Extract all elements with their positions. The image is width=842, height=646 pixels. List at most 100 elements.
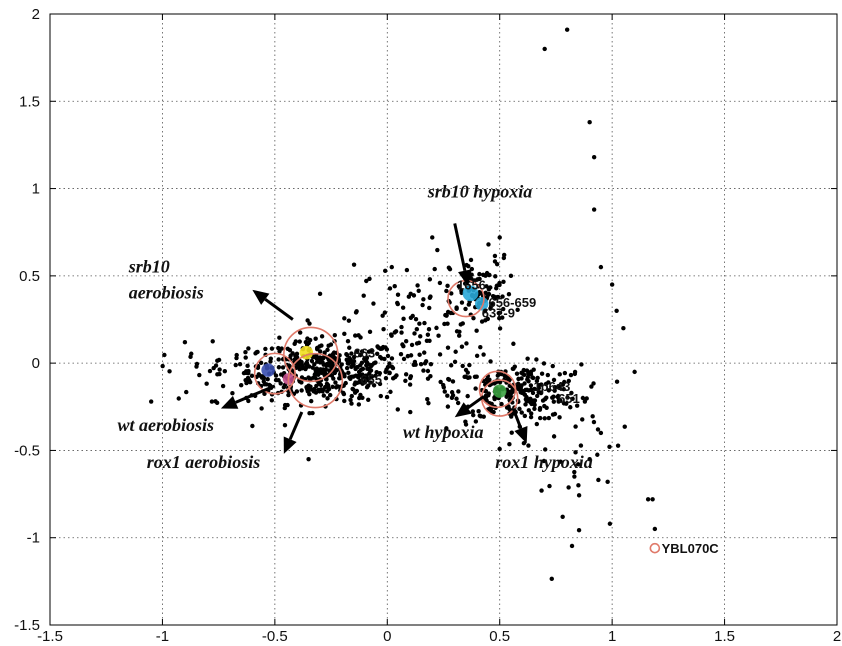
data-point <box>496 310 501 316</box>
data-point <box>373 373 378 378</box>
data-point <box>534 421 540 427</box>
data-point <box>534 378 540 384</box>
y-tick-label: -1 <box>27 530 40 547</box>
data-point <box>207 368 213 374</box>
data-point <box>497 446 502 452</box>
arrow-head <box>283 436 297 454</box>
data-point <box>483 395 488 400</box>
highlight-circles <box>253 279 661 554</box>
data-point <box>539 488 544 493</box>
data-point <box>369 374 375 379</box>
data-point <box>595 452 600 457</box>
data-point <box>595 427 601 432</box>
data-point <box>502 252 507 258</box>
annotation-label: rox1 hypoxia <box>495 452 593 472</box>
data-point <box>511 341 516 346</box>
x-tick-label: -1 <box>156 628 169 645</box>
annotation-label: wt aerobiosis <box>117 415 214 435</box>
data-point <box>531 367 536 372</box>
data-point <box>307 387 312 392</box>
data-point <box>501 306 506 312</box>
data-point <box>557 415 562 420</box>
data-point <box>392 374 398 380</box>
data-point <box>552 411 558 417</box>
data-point <box>311 354 317 359</box>
data-point <box>434 325 439 331</box>
data-point <box>449 291 454 296</box>
data-point <box>474 353 480 358</box>
highlight-circle <box>253 352 296 395</box>
data-point <box>522 413 528 419</box>
data-point <box>393 329 399 334</box>
data-point <box>361 375 366 380</box>
data-point <box>552 385 558 390</box>
y-tick-label: 1 <box>32 181 40 198</box>
data-point <box>561 386 566 392</box>
data-point <box>425 368 431 374</box>
data-point <box>541 361 547 366</box>
data-point <box>282 405 287 411</box>
point-label: 1p643 <box>533 379 570 394</box>
x-tick-label: -0.5 <box>262 628 288 645</box>
data-point <box>528 371 534 377</box>
data-point <box>534 357 539 362</box>
data-point <box>591 207 597 212</box>
data-point <box>430 235 435 240</box>
data-point <box>380 313 385 318</box>
data-point <box>455 400 461 406</box>
data-point <box>399 324 404 330</box>
grid-lines <box>50 14 837 625</box>
data-point <box>432 266 437 272</box>
data-point <box>364 278 369 284</box>
x-tick-label: -1.5 <box>37 628 63 645</box>
data-point <box>366 362 371 367</box>
data-point <box>367 329 373 335</box>
data-point <box>507 442 512 447</box>
data-point <box>632 369 637 375</box>
data-point <box>356 369 362 375</box>
data-point <box>486 291 492 297</box>
data-point <box>217 367 222 372</box>
data-point <box>310 365 315 370</box>
data-point <box>549 576 554 582</box>
data-point <box>323 367 329 372</box>
data-point <box>404 267 410 273</box>
point-label: 1656 <box>457 278 486 293</box>
plot-frame <box>49 13 838 626</box>
data-point <box>591 419 597 425</box>
data-point <box>368 368 374 373</box>
data-point <box>398 352 404 357</box>
point-label: 663 <box>354 346 376 361</box>
data-point <box>277 335 282 340</box>
data-point <box>488 359 493 364</box>
data-point <box>546 388 552 393</box>
data-point <box>360 366 366 372</box>
data-point <box>278 381 283 386</box>
data-point <box>216 357 222 363</box>
data-point <box>320 367 325 373</box>
data-point <box>269 346 275 351</box>
data-point <box>574 403 580 408</box>
data-point <box>355 349 360 354</box>
data-point <box>407 382 413 387</box>
highlight-circle <box>287 352 344 409</box>
point-label: 655 <box>360 372 382 387</box>
data-point <box>417 321 422 326</box>
data-point <box>347 345 352 350</box>
data-point <box>591 381 596 386</box>
point-label: 637-9 <box>482 306 515 321</box>
data-point <box>358 352 363 358</box>
data-point <box>565 395 570 400</box>
highlight-spot <box>261 363 275 377</box>
data-point <box>423 359 429 364</box>
data-point <box>575 462 581 467</box>
data-point <box>401 316 406 322</box>
arrow-head <box>514 425 528 444</box>
y-tick-label: 2 <box>32 6 40 23</box>
data-point <box>395 407 400 412</box>
data-point <box>445 283 450 289</box>
data-point <box>499 371 504 377</box>
data-point <box>454 396 459 401</box>
data-point <box>416 288 421 294</box>
data-point <box>452 359 458 365</box>
